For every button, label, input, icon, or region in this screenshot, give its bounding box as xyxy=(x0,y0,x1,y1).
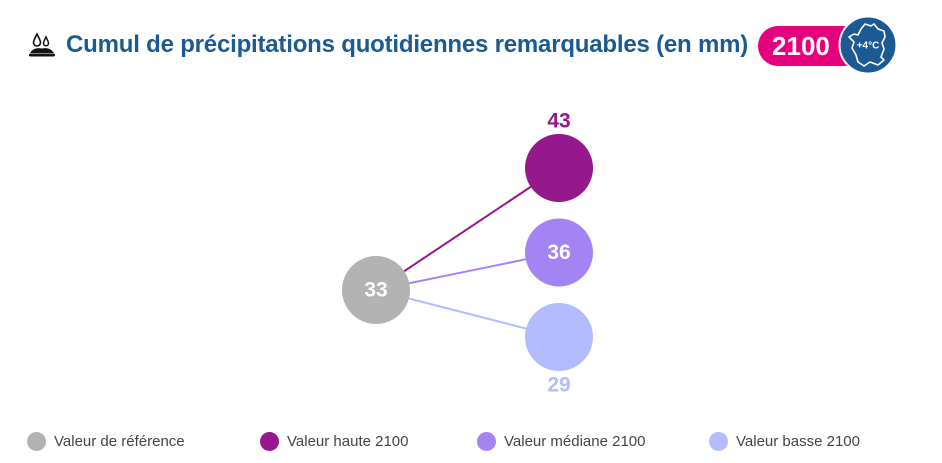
legend-item-1: Valeur de référence xyxy=(27,430,185,452)
legend-label: Valeur de référence xyxy=(54,432,185,450)
reference-value-label: 33 xyxy=(364,279,387,302)
chart-title: Cumul de précipitations quotidiennes rem… xyxy=(66,31,749,58)
scenario-value-label-3: 29 xyxy=(547,374,570,397)
legend-label: Valeur haute 2100 xyxy=(287,432,409,450)
legend-item-4: Valeur basse 2100 xyxy=(709,430,860,452)
scenario-point-3 xyxy=(525,303,593,371)
reference-point xyxy=(342,256,410,324)
scenario-value-label-2: 36 xyxy=(547,241,570,264)
legend-item-3: Valeur médiane 2100 xyxy=(477,430,646,452)
dot-chart: 33 43 36 29 xyxy=(342,110,593,397)
france-map-icon: +4°C xyxy=(838,15,898,75)
scenario-badge: 2100 +4°C xyxy=(758,14,898,76)
chart-header: Cumul de précipitations quotidiennes rem… xyxy=(28,14,898,76)
legend-swatch xyxy=(477,431,496,451)
legend-swatch xyxy=(27,431,46,451)
legend-swatch xyxy=(260,431,279,451)
connector-line-1 xyxy=(375,167,560,291)
legend-label: Valeur basse 2100 xyxy=(736,432,860,450)
legend-item-2: Valeur haute 2100 xyxy=(260,430,409,452)
scenario-value-label-1: 43 xyxy=(547,110,570,133)
temperature-label: +4°C xyxy=(857,41,880,52)
rain-puddle-icon xyxy=(29,32,55,57)
scenario-point-2 xyxy=(525,218,593,287)
scenario-point-1 xyxy=(525,134,593,202)
legend-label: Valeur médiane 2100 xyxy=(504,432,646,450)
legend: Valeur de référence Valeur haute 2100 Vale… xyxy=(27,430,927,452)
legend-swatch xyxy=(709,431,728,451)
